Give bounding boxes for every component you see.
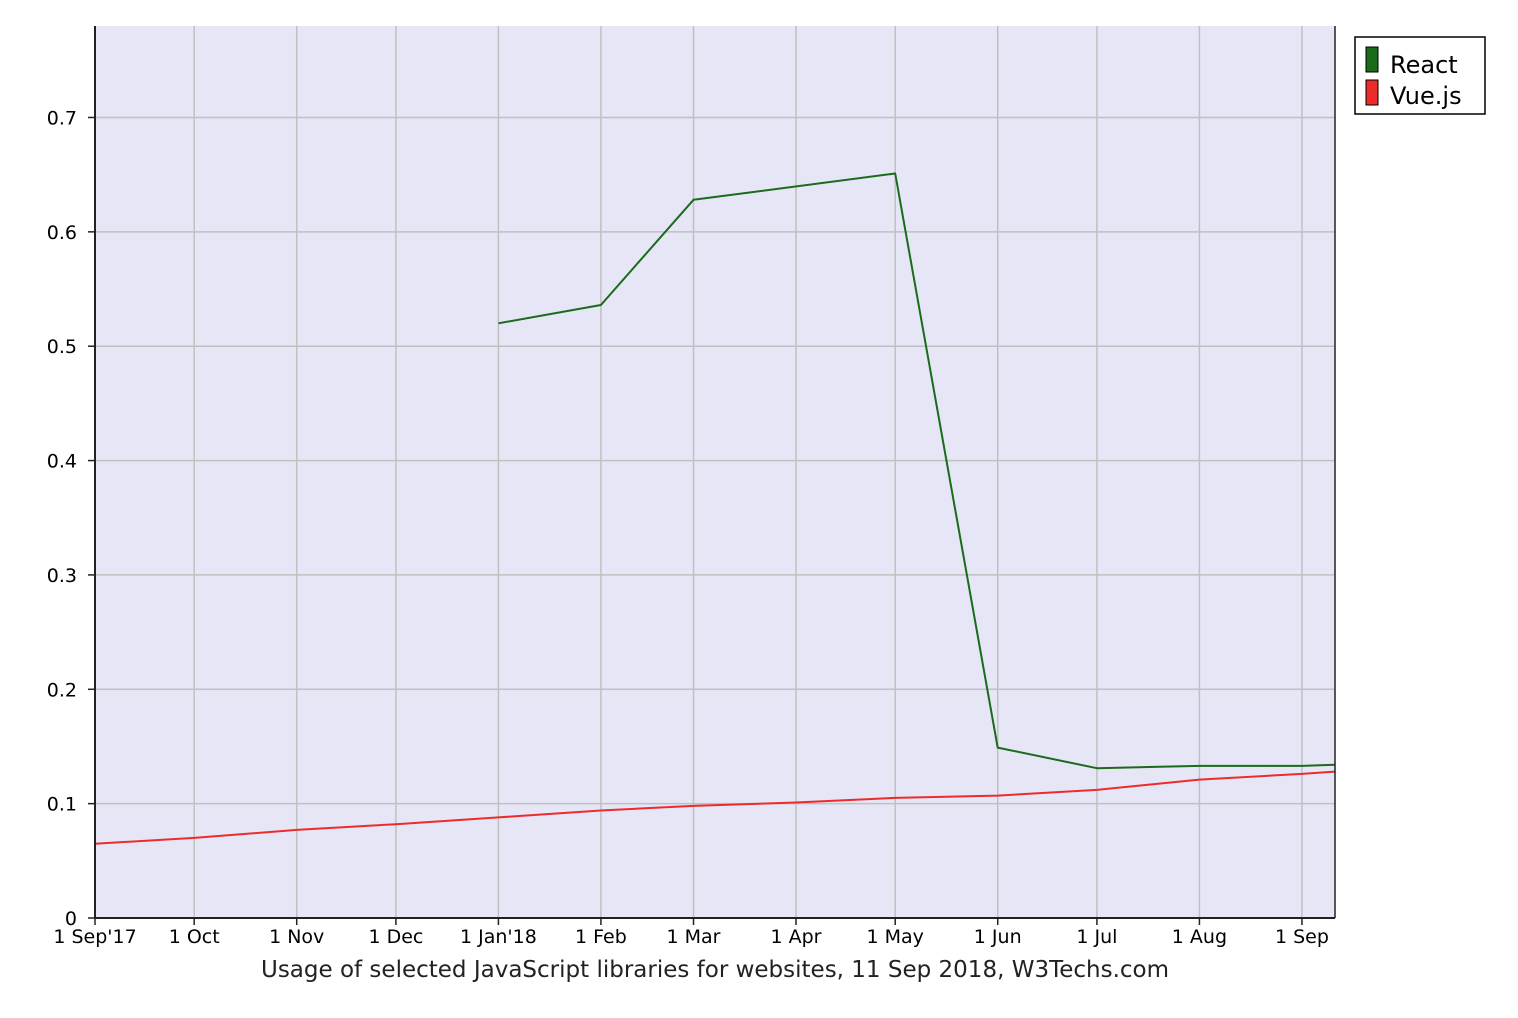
axes (94, 26, 1336, 919)
y-tick-label: 0.5 (47, 336, 77, 358)
y-tick-label: 0.1 (47, 794, 77, 816)
series-line-react (498, 172, 1336, 770)
legend-swatch-react (1365, 46, 1379, 73)
x-tick-label: 1 Dec (368, 926, 423, 948)
y-tick-label: 0.2 (47, 679, 77, 701)
x-tick-label: 1 Apr (771, 926, 822, 948)
y-tick-label: 0.7 (47, 107, 77, 129)
x-tick-label: 1 Jun (974, 926, 1022, 948)
grid-lines (95, 26, 1335, 918)
legend-swatch-vuejs (1365, 79, 1379, 106)
y-tick-label: 0.4 (47, 451, 77, 473)
x-tick-label: 1 Aug (1172, 926, 1227, 948)
x-tick-labels: 1 Sep'17 1 Oct 1 Nov 1 Dec 1 Jan'18 1 Feb 1 Ma… (53, 918, 1329, 948)
x-tick-label: 1 Mar (667, 926, 721, 948)
x-tick-label: 1 Jan'18 (460, 926, 537, 948)
x-tick-label: 1 Feb (575, 926, 627, 948)
chart-caption: Usage of selected JavaScript libraries f… (261, 957, 1169, 983)
y-tick-label: 0.3 (47, 565, 77, 587)
x-tick-label: 1 Oct (169, 926, 220, 948)
x-tick-label: 1 Sep'17 (53, 926, 136, 948)
legend-label-vuejs: Vue.js (1390, 82, 1462, 110)
plot-area (95, 26, 1335, 918)
y-tick-labels: 0 0.1 0.2 0.3 0.4 0.5 0.6 0.7 (47, 107, 95, 930)
series-line-vuejs (94, 770, 1336, 845)
series-lines (94, 172, 1336, 845)
legend-label-react: React (1390, 51, 1458, 79)
x-tick-label: 1 Jul (1076, 926, 1117, 948)
y-tick-label: 0.6 (47, 222, 77, 244)
x-tick-label: 1 Nov (269, 926, 324, 948)
x-tick-label: 1 Sep (1275, 926, 1329, 948)
y-tick-label: 0 (65, 908, 77, 930)
x-tick-label: 1 May (867, 926, 924, 948)
legend: React Vue.js (1354, 36, 1486, 115)
